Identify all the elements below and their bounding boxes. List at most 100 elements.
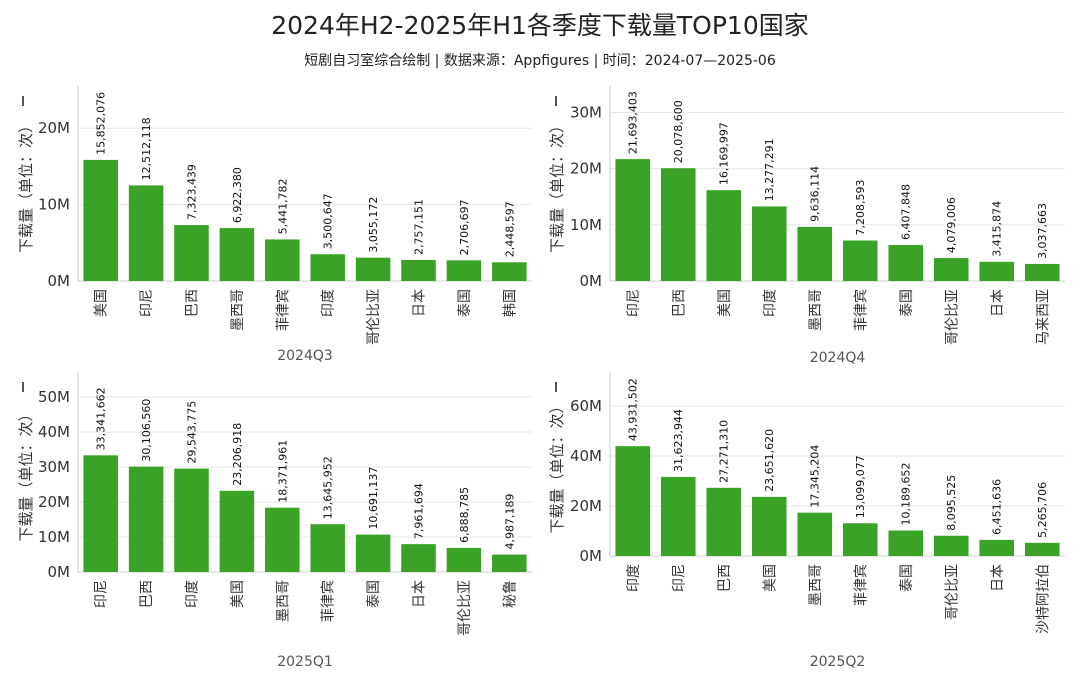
bar-印尼[interactable] bbox=[83, 455, 118, 572]
x-category-label: 泰国 bbox=[366, 580, 382, 608]
bar-value-label: 33,341,662 bbox=[95, 387, 108, 450]
menu-icon[interactable] bbox=[22, 382, 24, 392]
bar-印尼[interactable] bbox=[660, 476, 696, 556]
bar-秘鲁[interactable] bbox=[492, 554, 527, 572]
bar-巴西[interactable] bbox=[174, 225, 209, 281]
bar-巴西[interactable] bbox=[706, 487, 742, 556]
y-tick-label: 10M bbox=[570, 216, 602, 234]
x-category-label: 菲律宾 bbox=[853, 564, 869, 606]
bar-巴西[interactable] bbox=[660, 168, 696, 281]
bar-泰国[interactable] bbox=[888, 530, 924, 556]
bar-value-label: 29,543,775 bbox=[186, 401, 199, 464]
x-category-label: 印尼 bbox=[139, 289, 155, 317]
bar-日本[interactable] bbox=[979, 539, 1015, 556]
bar-value-label: 7,961,694 bbox=[413, 483, 426, 539]
bar-印度[interactable] bbox=[310, 254, 345, 281]
bar-泰国[interactable] bbox=[446, 260, 482, 281]
bar-哥伦比亚[interactable] bbox=[355, 257, 391, 281]
bar-印尼[interactable] bbox=[615, 159, 651, 281]
y-tick-label: 60M bbox=[570, 397, 602, 415]
x-category-label: 美国 bbox=[230, 580, 246, 608]
bar-美国[interactable] bbox=[83, 159, 118, 281]
x-category-label: 马来西亚 bbox=[1035, 289, 1051, 345]
bar-value-label: 7,323,439 bbox=[186, 164, 199, 220]
x-category-label: 巴西 bbox=[671, 289, 687, 317]
bar-value-label: 2,706,697 bbox=[458, 199, 471, 255]
bar-哥伦比亚[interactable] bbox=[446, 547, 482, 572]
y-axis-label: 下载量（单位：次） bbox=[17, 118, 35, 253]
bar-value-label: 5,441,782 bbox=[276, 178, 289, 234]
x-category-label: 日本 bbox=[990, 564, 1006, 592]
x-category-label: 哥伦比亚 bbox=[366, 289, 382, 345]
menu-icon[interactable] bbox=[555, 96, 557, 106]
y-tick-label: 20M bbox=[38, 493, 70, 511]
bar-value-label: 27,271,310 bbox=[718, 420, 731, 483]
x-category-label: 泰国 bbox=[899, 289, 915, 317]
x-category-label: 日本 bbox=[412, 580, 428, 608]
bar-菲律宾[interactable] bbox=[310, 524, 345, 572]
bar-美国[interactable] bbox=[706, 190, 742, 281]
chart-title: 2024年H2-2025年H1各季度下载量TOP10国家 bbox=[271, 11, 809, 40]
bar-菲律宾[interactable] bbox=[842, 240, 878, 281]
menu-icon[interactable] bbox=[555, 382, 557, 392]
y-tick-label: 40M bbox=[570, 447, 602, 465]
x-category-label: 菲律宾 bbox=[321, 580, 337, 622]
x-category-label: 印度 bbox=[762, 289, 778, 317]
bar-value-label: 3,055,172 bbox=[367, 197, 380, 253]
bar-印度[interactable] bbox=[174, 468, 209, 572]
y-tick-label: 10M bbox=[38, 196, 70, 214]
x-category-label: 菲律宾 bbox=[275, 289, 291, 331]
bar-墨西哥[interactable] bbox=[797, 226, 833, 281]
x-category-label: 墨西哥 bbox=[275, 580, 291, 622]
y-tick-label: 0M bbox=[580, 272, 603, 290]
x-category-label: 印度 bbox=[185, 580, 201, 608]
bar-墨西哥[interactable] bbox=[797, 512, 833, 556]
bar-value-label: 15,852,076 bbox=[95, 92, 108, 155]
bar-泰国[interactable] bbox=[888, 245, 924, 281]
bar-墨西哥[interactable] bbox=[265, 507, 300, 572]
bar-韩国[interactable] bbox=[492, 262, 527, 281]
bar-日本[interactable] bbox=[979, 261, 1015, 281]
bar-value-label: 23,651,620 bbox=[763, 429, 776, 492]
x-category-label: 菲律宾 bbox=[853, 289, 869, 331]
bar-日本[interactable] bbox=[401, 544, 436, 572]
y-tick-label: 20M bbox=[570, 497, 602, 515]
bar-哥伦比亚[interactable] bbox=[933, 258, 969, 281]
quarter-label: 2025Q2 bbox=[810, 654, 866, 670]
bar-value-label: 3,037,663 bbox=[1036, 203, 1049, 259]
bar-value-label: 2,757,151 bbox=[413, 199, 426, 255]
chart-subtitle: 短剧自习室综合绘制 | 数据来源：Appfigures | 时间：2024-07… bbox=[304, 53, 776, 69]
bar-巴西[interactable] bbox=[128, 466, 164, 572]
bar-日本[interactable] bbox=[401, 259, 436, 281]
bar-印度[interactable] bbox=[615, 446, 651, 556]
x-category-label: 韩国 bbox=[502, 289, 518, 317]
bar-value-label: 6,407,848 bbox=[900, 184, 913, 240]
bar-value-label: 21,693,403 bbox=[627, 91, 640, 154]
y-tick-label: 10M bbox=[38, 528, 70, 546]
bar-泰国[interactable] bbox=[355, 534, 391, 572]
bar-菲律宾[interactable] bbox=[265, 239, 300, 281]
bar-value-label: 13,277,291 bbox=[763, 138, 776, 201]
menu-icon[interactable] bbox=[22, 96, 24, 106]
bar-沙特阿拉伯[interactable] bbox=[1024, 542, 1060, 556]
bar-哥伦比亚[interactable] bbox=[933, 535, 969, 556]
x-category-label: 巴西 bbox=[717, 564, 733, 592]
y-axis-label: 下载量（单位：次） bbox=[548, 398, 566, 533]
x-category-label: 墨西哥 bbox=[808, 564, 824, 606]
bar-value-label: 12,512,118 bbox=[140, 117, 153, 180]
bar-印尼[interactable] bbox=[128, 185, 164, 281]
bar-美国[interactable] bbox=[219, 490, 255, 572]
bar-印度[interactable] bbox=[751, 206, 787, 281]
x-category-label: 秘鲁 bbox=[502, 580, 518, 608]
bar-美国[interactable] bbox=[751, 496, 787, 556]
bar-value-label: 9,636,114 bbox=[809, 166, 822, 222]
y-tick-label: 0M bbox=[580, 547, 603, 565]
bar-马来西亚[interactable] bbox=[1024, 263, 1060, 281]
x-category-label: 日本 bbox=[412, 289, 428, 317]
bar-墨西哥[interactable] bbox=[219, 228, 255, 281]
bar-菲律宾[interactable] bbox=[842, 523, 878, 556]
bar-value-label: 7,208,593 bbox=[854, 180, 867, 236]
